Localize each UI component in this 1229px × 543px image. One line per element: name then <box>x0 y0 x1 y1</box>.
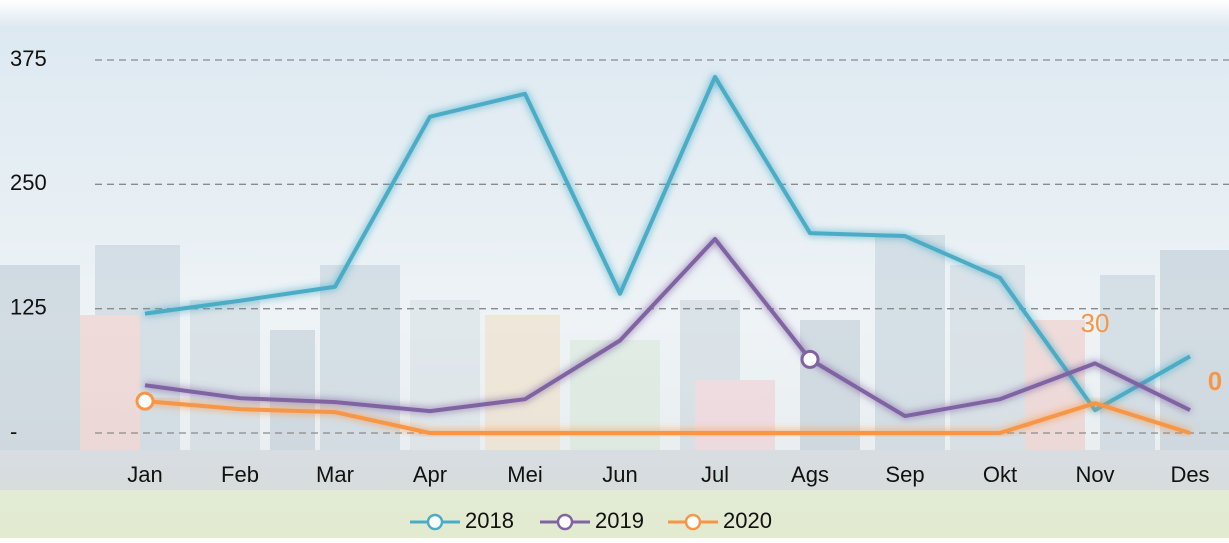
point-marker <box>135 391 155 411</box>
y-tick-label: 125 <box>10 294 47 319</box>
x-tick-label: Apr <box>413 462 447 487</box>
ground <box>0 490 1229 538</box>
legend-marker <box>556 513 574 531</box>
data-label: 0 <box>1208 366 1222 396</box>
legend-label: 2018 <box>465 508 514 533</box>
y-tick-label: 375 <box>10 46 47 71</box>
x-tick-label: Des <box>1170 462 1209 487</box>
x-tick-label: Mar <box>316 462 354 487</box>
x-tick-label: Feb <box>221 462 259 487</box>
point-marker <box>800 349 820 369</box>
legend-marker <box>684 513 702 531</box>
x-tick-label: Ags <box>791 462 829 487</box>
x-tick-label: Jul <box>701 462 729 487</box>
series-line <box>144 399 1191 435</box>
x-tick-label: Sep <box>885 462 924 487</box>
series-line <box>144 74 1191 413</box>
x-tick-label: Mei <box>507 462 542 487</box>
series-line <box>144 237 1191 419</box>
x-tick-label: Jan <box>127 462 162 487</box>
legend-label: 2020 <box>723 508 772 533</box>
x-tick-label: Okt <box>983 462 1017 487</box>
legend-label: 2019 <box>595 508 644 533</box>
x-tick-label: Nov <box>1075 462 1114 487</box>
data-label: 30 <box>1081 308 1110 338</box>
legend-marker <box>426 513 444 531</box>
x-tick-label: Jun <box>602 462 637 487</box>
y-tick-label: - <box>10 419 17 444</box>
y-tick-label: 250 <box>10 170 47 195</box>
